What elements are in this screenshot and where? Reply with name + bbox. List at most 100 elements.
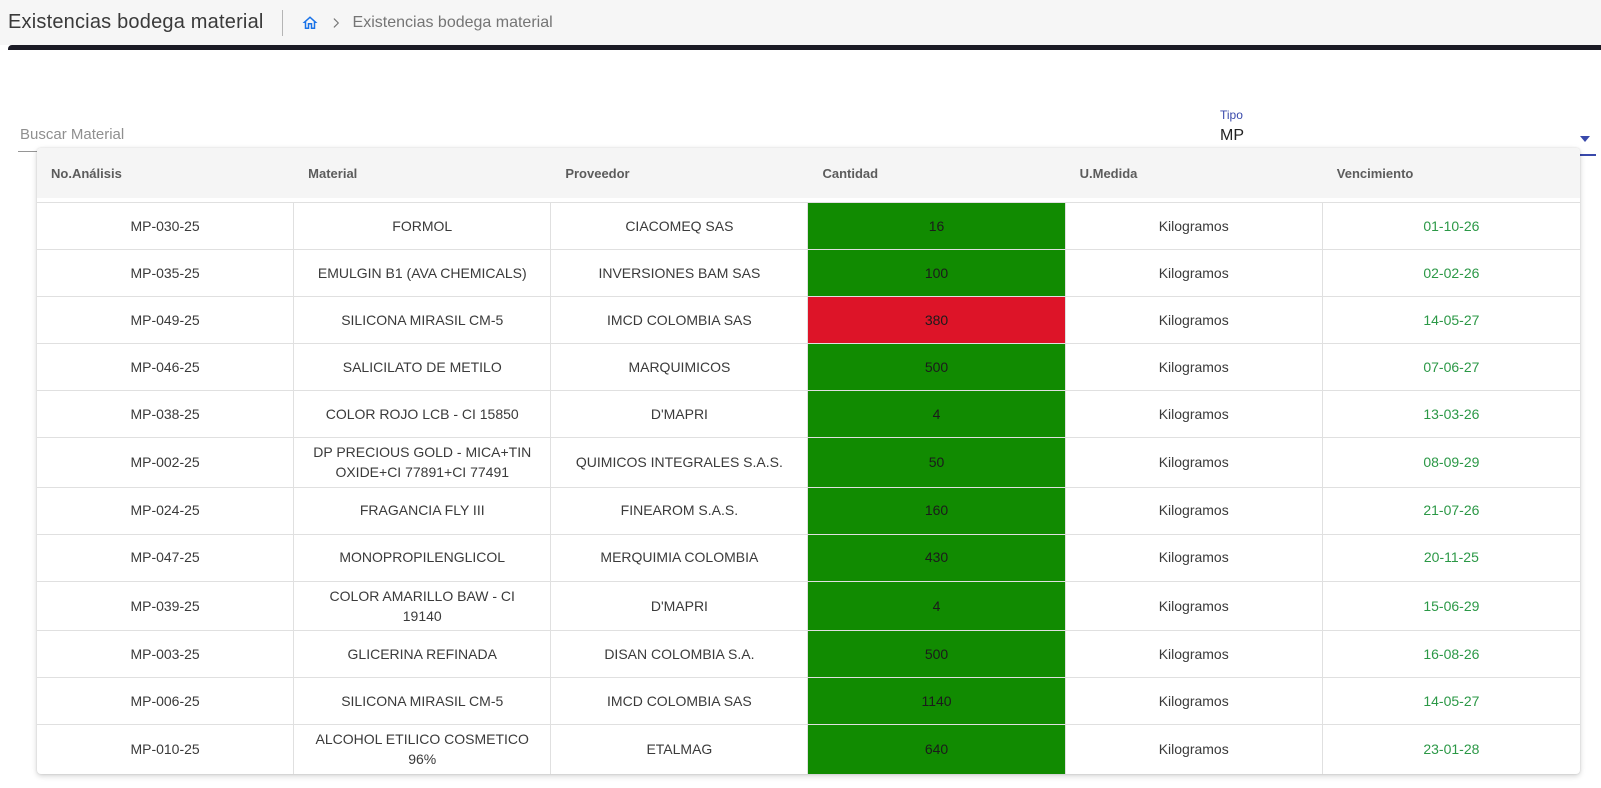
cell-proveedor: INVERSIONES BAM SAS: [551, 249, 809, 296]
cell-unidad: Kilogramos: [1065, 580, 1323, 631]
cell-analisis: MP-010-25: [37, 724, 295, 774]
cell-proveedor: IMCD COLOMBIA SAS: [551, 677, 809, 725]
cell-analisis: MP-024-25: [37, 486, 295, 534]
cell-material: ALCOHOL ETILICO COSMETICO 96%: [294, 724, 552, 774]
table-row: MP-030-25 FORMOL CIACOMEQ SAS 16 Kilogramos 0…: [37, 202, 1580, 249]
cell-cantidad: 500: [808, 343, 1066, 390]
table-row: MP-010-25 ALCOHOL ETILICO COSMETICO 96% ET…: [37, 724, 1580, 774]
cell-proveedor: D'MAPRI: [551, 390, 809, 437]
table-row: MP-039-25 COLOR AMARILLO BAW - CI 19140 D'…: [37, 580, 1580, 631]
cell-vencimiento: 15-06-29: [1322, 580, 1580, 631]
cell-cantidad: 500: [808, 630, 1066, 678]
cell-vencimiento: 23-01-28: [1322, 724, 1580, 774]
cell-material: COLOR AMARILLO BAW - CI 19140: [294, 580, 552, 631]
cell-unidad: Kilogramos: [1065, 677, 1323, 725]
cell-material: GLICERINA REFINADA: [294, 630, 552, 678]
cell-analisis: MP-006-25: [37, 677, 295, 725]
cell-material: EMULGIN B1 (AVA CHEMICALS): [294, 249, 552, 296]
cell-unidad: Kilogramos: [1065, 296, 1323, 343]
cell-vencimiento: 02-02-26: [1322, 249, 1580, 296]
cell-proveedor: FINEAROM S.A.S.: [551, 486, 809, 534]
cell-analisis: MP-049-25: [37, 296, 295, 343]
cell-proveedor: DISAN COLOMBIA S.A.: [551, 630, 809, 678]
cell-proveedor: ETALMAG: [551, 724, 809, 774]
cell-cantidad: 1140: [808, 677, 1066, 725]
cell-material: SALICILATO DE METILO: [294, 343, 552, 390]
cell-analisis: MP-039-25: [37, 580, 295, 631]
cell-vencimiento: 14-05-27: [1322, 677, 1580, 724]
title-breadcrumb-divider: [281, 9, 283, 36]
cell-material: MONOPROPILENGLICOL: [294, 533, 552, 581]
top-bar: Existencias bodega material Existencias …: [0, 0, 1601, 45]
tipo-label: Tipo: [1220, 108, 1243, 122]
cell-material: DP PRECIOUS GOLD - MICA+TIN OXIDE+CI 778…: [294, 437, 552, 487]
cell-proveedor: CIACOMEQ SAS: [551, 202, 809, 249]
cell-material: COLOR ROJO LCB - CI 15850: [294, 390, 552, 437]
cell-proveedor: D'MAPRI: [551, 580, 809, 631]
cell-unidad: Kilogramos: [1065, 630, 1323, 678]
header-divider-bar: [8, 45, 1601, 50]
column-header-no-analisis: No.Análisis: [37, 148, 295, 198]
cell-analisis: MP-038-25: [37, 390, 295, 437]
chevron-down-icon[interactable]: [1580, 136, 1590, 142]
table-row: MP-002-25 DP PRECIOUS GOLD - MICA+TIN OXI…: [37, 437, 1580, 487]
chevron-right-icon: [329, 16, 343, 30]
table-row: MP-038-25 COLOR ROJO LCB - CI 15850 D'MAPR…: [37, 390, 1580, 437]
cell-cantidad: 380: [808, 296, 1066, 343]
cell-vencimiento: 20-11-25: [1322, 533, 1580, 581]
cell-analisis: MP-003-25: [37, 630, 295, 678]
cell-vencimiento: 13-03-26: [1322, 390, 1580, 437]
materials-table: No.Análisis Material Proveedor Cantidad …: [37, 148, 1580, 774]
cell-analisis: MP-002-25: [37, 437, 295, 487]
materials-table-card: No.Análisis Material Proveedor Cantidad …: [37, 148, 1580, 774]
cell-cantidad: 16: [808, 202, 1066, 249]
table-header-row: No.Análisis Material Proveedor Cantidad …: [37, 148, 1580, 198]
cell-analisis: MP-035-25: [37, 249, 295, 296]
cell-vencimiento: 14-05-27: [1322, 296, 1580, 343]
cell-cantidad: 430: [808, 533, 1066, 581]
content-area: Tipo MP No.Análisis Material Proveedor C…: [0, 50, 1601, 788]
search-input[interactable]: [18, 122, 363, 152]
tipo-selected-value: MP: [1220, 127, 1244, 144]
table-row: MP-024-25 FRAGANCIA FLY III FINEAROM S.A.S…: [37, 486, 1580, 534]
table-row: MP-047-25 MONOPROPILENGLICOL MERQUIMIA COL…: [37, 533, 1580, 581]
page-title: Existencias bodega material: [8, 11, 264, 33]
column-header-cantidad: Cantidad: [808, 148, 1066, 198]
cell-vencimiento: 21-07-26: [1322, 486, 1580, 534]
cell-unidad: Kilogramos: [1065, 533, 1323, 581]
cell-proveedor: MERQUIMIA COLOMBIA: [551, 533, 809, 581]
cell-proveedor: MARQUIMICOS: [551, 343, 809, 390]
column-header-vencimiento: Vencimiento: [1322, 148, 1580, 198]
cell-unidad: Kilogramos: [1065, 202, 1323, 249]
cell-unidad: Kilogramos: [1065, 486, 1323, 534]
cell-cantidad: 50: [808, 437, 1066, 487]
cell-cantidad: 4: [808, 580, 1066, 631]
cell-cantidad: 640: [808, 724, 1066, 774]
cell-analisis: MP-046-25: [37, 343, 295, 390]
column-header-umedida: U.Medida: [1065, 148, 1323, 198]
column-header-proveedor: Proveedor: [551, 148, 809, 198]
breadcrumb-current[interactable]: Existencias bodega material: [352, 13, 553, 31]
cell-unidad: Kilogramos: [1065, 724, 1323, 774]
cell-unidad: Kilogramos: [1065, 437, 1323, 487]
table-body: MP-030-25 FORMOL CIACOMEQ SAS 16 Kilogramos 0…: [37, 198, 1580, 774]
cell-cantidad: 160: [808, 486, 1066, 534]
cell-material: FRAGANCIA FLY III: [294, 486, 552, 534]
cell-proveedor: IMCD COLOMBIA SAS: [551, 296, 809, 343]
table-row: MP-003-25 GLICERINA REFINADA DISAN COLOMBI…: [37, 630, 1580, 678]
search-field: [18, 122, 363, 152]
cell-unidad: Kilogramos: [1065, 249, 1323, 296]
home-icon[interactable]: [301, 14, 319, 32]
cell-vencimiento: 01-10-26: [1322, 202, 1580, 249]
cell-analisis: MP-030-25: [37, 202, 295, 249]
cell-vencimiento: 08-09-29: [1322, 437, 1580, 487]
table-row: MP-046-25 SALICILATO DE METILO MARQUIMICOS…: [37, 343, 1580, 390]
cell-cantidad: 4: [808, 390, 1066, 437]
table-row: MP-049-25 SILICONA MIRASIL CM-5 IMCD COLOM…: [37, 296, 1580, 343]
cell-unidad: Kilogramos: [1065, 343, 1323, 390]
cell-vencimiento: 07-06-27: [1322, 343, 1580, 390]
cell-vencimiento: 16-08-26: [1322, 630, 1580, 677]
cell-analisis: MP-047-25: [37, 533, 295, 581]
column-header-material: Material: [294, 148, 552, 198]
cell-unidad: Kilogramos: [1065, 390, 1323, 437]
